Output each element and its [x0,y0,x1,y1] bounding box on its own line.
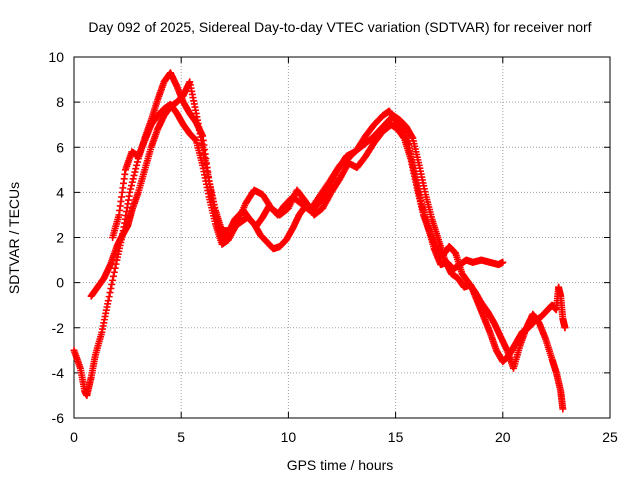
data-point [499,258,507,266]
y-tick-label: 4 [56,184,64,200]
data-point [127,185,135,193]
data-point [104,297,112,305]
y-tick-label: 2 [56,230,64,246]
y-tick-label: -2 [52,320,65,336]
data-point [131,168,139,176]
data-point [110,268,118,276]
data-point [128,178,136,186]
y-tick-label: -6 [52,410,65,426]
y-tick-label: 8 [56,94,64,110]
data-point [109,272,117,280]
data-point [107,284,115,292]
data-point [130,171,138,179]
data-point [106,289,114,297]
x-axis-label: GPS time / hours [287,457,394,473]
data-point [132,165,140,173]
data-point [108,280,116,288]
x-tick-label: 5 [177,429,185,445]
series-track-c [109,100,567,413]
data-point [559,405,567,413]
data-point [127,182,135,190]
x-tick-label: 15 [388,429,404,445]
data-point [133,161,141,169]
data-point [561,324,569,332]
y-axis-label: SDTVAR / TECUs [6,182,22,294]
axis-ticks: 0 5 10 15 20 25 -6 -4 -2 0 2 4 6 8 10 [48,49,618,445]
data-point [111,264,119,272]
chart-title: Day 092 of 2025, Sidereal Day-to-day VTE… [88,19,591,35]
y-tick-label: 10 [48,49,64,65]
y-tick-label: -4 [52,365,65,381]
x-tick-label: 0 [70,429,78,445]
data-point [109,276,117,284]
data-point [126,188,134,196]
x-tick-label: 10 [281,429,297,445]
y-tick-label: 6 [56,139,64,155]
data-point [105,293,113,301]
data-points [70,69,569,413]
x-tick-label: 25 [602,429,618,445]
data-point [129,175,137,183]
data-point [133,158,141,166]
y-tick-label: 0 [56,275,64,291]
x-tick-label: 20 [495,429,511,445]
